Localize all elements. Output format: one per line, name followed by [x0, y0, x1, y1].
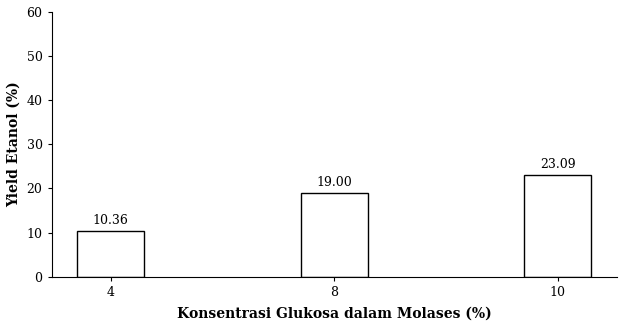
Text: 19.00: 19.00	[316, 176, 352, 189]
Bar	[301, 193, 368, 277]
Bar	[77, 231, 144, 277]
Y-axis label: Yield Etanol (%): Yield Etanol (%)	[7, 81, 21, 207]
Text: 10.36: 10.36	[93, 215, 129, 227]
Bar	[524, 175, 592, 277]
Text: 23.09: 23.09	[540, 158, 575, 171]
X-axis label: Konsentrasi Glukosa dalam Molases (%): Konsentrasi Glukosa dalam Molases (%)	[177, 307, 492, 321]
